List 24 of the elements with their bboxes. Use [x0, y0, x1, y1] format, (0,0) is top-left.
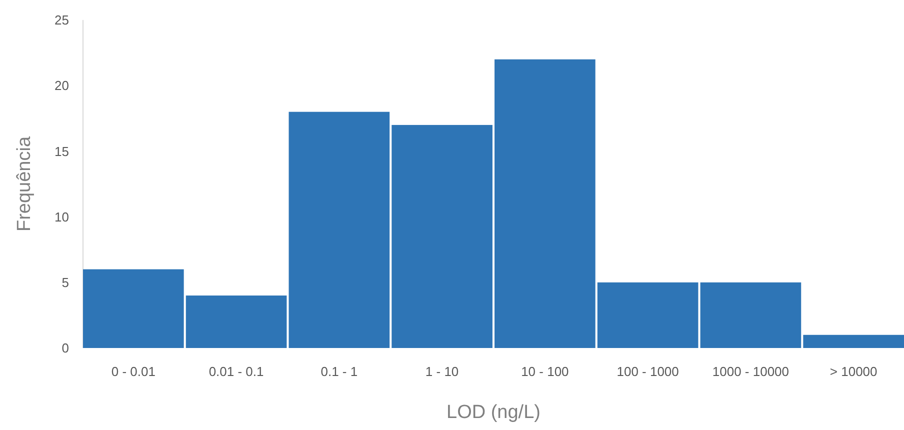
y-tick-label: 15	[54, 144, 69, 159]
bar	[700, 282, 802, 348]
x-tick-label: 1 - 10	[425, 364, 459, 379]
x-tick-label: > 10000	[830, 364, 878, 379]
x-tick-label: 0.1 - 1	[320, 364, 358, 379]
bar	[597, 282, 698, 348]
x-tick-label: 10 - 100	[521, 364, 569, 379]
y-tick-label: 0	[62, 340, 69, 356]
x-tick-label: 1000 - 10000	[712, 364, 790, 379]
bar	[186, 296, 287, 348]
y-axis-title: Frequência	[14, 136, 35, 232]
x-tick-label: 100 - 1000	[616, 364, 679, 379]
bar	[392, 124, 492, 348]
bar	[803, 334, 904, 348]
bar	[494, 59, 596, 348]
x-tick-label: 0 - 0.01	[111, 364, 156, 379]
y-tick-label: 20	[54, 78, 69, 94]
x-axis-title: LOD (ng/L)	[446, 402, 540, 423]
bar	[288, 112, 390, 348]
y-tick-label: 5	[62, 274, 69, 290]
y-tick-label: 10	[54, 209, 69, 224]
x-tick-label: 0.01 - 0.1	[208, 364, 264, 379]
bar	[83, 269, 184, 348]
y-tick-label: 25	[54, 12, 69, 28]
